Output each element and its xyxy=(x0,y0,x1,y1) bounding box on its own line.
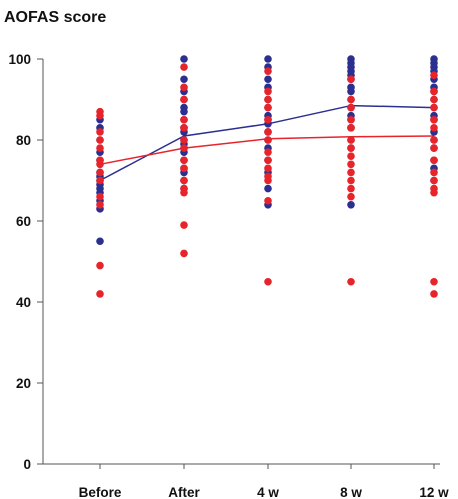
data-point xyxy=(96,261,104,270)
x-tick-label: 12 w xyxy=(419,485,449,499)
data-point xyxy=(180,107,188,116)
data-point xyxy=(180,75,188,84)
data-point xyxy=(264,115,272,124)
data-point xyxy=(180,221,188,229)
x-tick-label: 4 w xyxy=(257,485,279,499)
data-point xyxy=(264,176,272,185)
data-point xyxy=(96,176,104,185)
data-point xyxy=(347,87,355,96)
data-point xyxy=(430,115,438,124)
data-point xyxy=(430,71,438,79)
data-point xyxy=(180,188,188,197)
y-tick-label: 0 xyxy=(23,457,31,472)
data-point xyxy=(264,148,272,156)
data-point xyxy=(347,103,355,112)
data-point xyxy=(347,277,355,286)
data-point xyxy=(96,128,104,136)
y-tick-label: 20 xyxy=(16,376,31,391)
data-point xyxy=(96,201,104,209)
data-point xyxy=(430,95,438,104)
data-point xyxy=(264,164,272,173)
y-tick-label: 100 xyxy=(8,52,31,67)
data-point xyxy=(264,184,272,193)
data-point xyxy=(430,136,438,144)
data-point xyxy=(180,83,188,92)
data-point xyxy=(347,124,355,132)
data-point xyxy=(264,277,272,286)
y-tick-label: 80 xyxy=(16,133,31,148)
data-point xyxy=(430,103,438,112)
data-point xyxy=(347,160,355,169)
data-point xyxy=(430,156,438,165)
data-point xyxy=(264,95,272,104)
data-point xyxy=(264,156,272,165)
data-point xyxy=(430,188,438,197)
data-point xyxy=(180,55,188,63)
data-point xyxy=(347,115,355,124)
data-point xyxy=(347,95,355,104)
data-point xyxy=(430,144,438,152)
data-point xyxy=(430,290,438,298)
data-point xyxy=(347,184,355,193)
data-point xyxy=(264,136,272,144)
y-tick-label: 60 xyxy=(16,214,31,229)
x-ticks: Before After 4 w 8 w 12 w xyxy=(79,464,449,499)
x-tick-label: After xyxy=(168,485,200,499)
data-point xyxy=(180,156,188,165)
data-point xyxy=(96,136,104,144)
data-point xyxy=(180,164,188,173)
data-point xyxy=(180,115,188,124)
data-point xyxy=(430,124,438,132)
data-point xyxy=(264,103,272,112)
y-ticks: 0 20 40 60 80 100 xyxy=(8,52,43,472)
data-point xyxy=(430,87,438,96)
data-point xyxy=(96,160,104,169)
data-point xyxy=(180,124,188,132)
data-point xyxy=(264,55,272,63)
data-point xyxy=(96,168,104,177)
data-point xyxy=(180,249,188,258)
data-points xyxy=(96,55,438,298)
data-point xyxy=(430,168,438,177)
data-point xyxy=(347,136,355,144)
data-point xyxy=(96,192,104,201)
data-point xyxy=(96,237,104,246)
data-point xyxy=(96,144,104,152)
data-point xyxy=(264,128,272,136)
data-point xyxy=(264,67,272,75)
data-point xyxy=(347,176,355,185)
data-point xyxy=(347,168,355,177)
x-tick-label: 8 w xyxy=(340,485,362,499)
data-point xyxy=(96,111,104,120)
data-point xyxy=(347,192,355,201)
data-point xyxy=(347,152,355,160)
data-point xyxy=(430,277,438,286)
data-point xyxy=(347,75,355,84)
data-point xyxy=(264,196,272,205)
data-point xyxy=(347,201,355,209)
data-point xyxy=(180,144,188,152)
data-point xyxy=(430,176,438,185)
data-point xyxy=(180,176,188,185)
data-point xyxy=(180,95,188,104)
data-point xyxy=(347,144,355,152)
data-point xyxy=(96,290,104,298)
chart-title: AOFAS score xyxy=(4,9,106,26)
data-point xyxy=(180,63,188,71)
data-point xyxy=(264,87,272,96)
y-tick-label: 40 xyxy=(16,295,31,310)
x-tick-label: Before xyxy=(79,485,122,499)
data-point xyxy=(264,75,272,84)
data-point xyxy=(180,136,188,144)
